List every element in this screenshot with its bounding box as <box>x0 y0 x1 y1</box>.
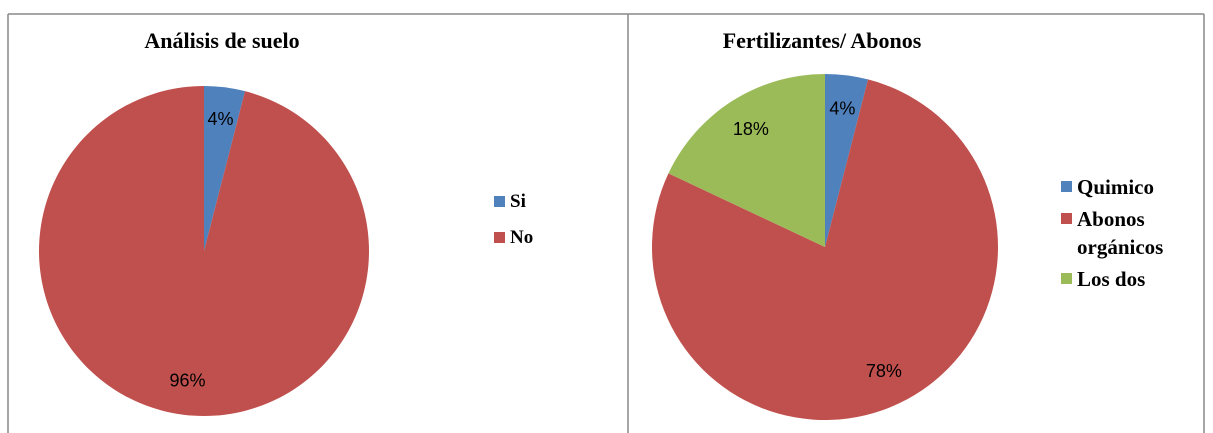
legend-item: No <box>494 224 614 252</box>
data-label: 4% <box>208 109 234 129</box>
data-label: 78% <box>866 361 902 381</box>
data-label: 4% <box>829 98 855 118</box>
legend-item: Los dos <box>1061 265 1196 293</box>
pie-slice <box>825 74 869 247</box>
legend-swatch <box>1061 273 1072 284</box>
legend-label: Quimico <box>1077 175 1154 199</box>
pie-slice <box>668 74 825 247</box>
legend-item: Abonos orgánicos <box>1061 205 1196 261</box>
data-label: 18% <box>733 119 769 139</box>
legend-item: Quimico <box>1061 173 1196 201</box>
chart-title: Análisis de suelo <box>144 28 299 53</box>
legend: Quimico Abonos orgánicos Los dos <box>1061 173 1196 297</box>
legend-label: Si <box>510 191 526 212</box>
pie-slice <box>204 86 246 251</box>
pie-slice <box>38 86 369 416</box>
legend-label: Abonos orgánicos <box>1077 207 1164 259</box>
frame <box>7 13 1205 433</box>
data-label: 96% <box>169 371 205 391</box>
legend-item: Si <box>494 188 614 216</box>
legend-label: No <box>510 227 534 248</box>
legend-swatch <box>494 196 505 207</box>
legend-swatch <box>1061 213 1072 224</box>
chart-title: Fertilizantes/ Abonos <box>723 28 922 53</box>
legend-swatch <box>1061 181 1072 192</box>
legend: Si No <box>494 188 614 260</box>
legend-swatch <box>494 232 505 243</box>
pie-slice <box>652 79 998 420</box>
legend-label: Los dos <box>1077 267 1146 291</box>
